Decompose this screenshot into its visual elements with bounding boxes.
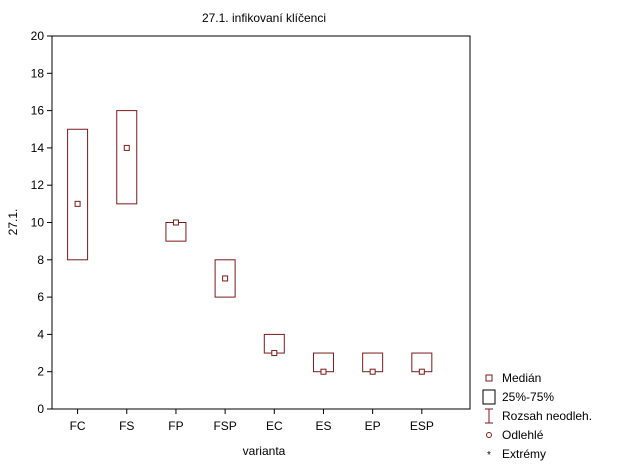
legend: Medián 25%-75% Rozsah neodleh. Odlehlé * Extr… <box>482 371 592 461</box>
legend-box-icon <box>482 389 496 405</box>
x-tick-label: FP <box>168 419 183 433</box>
legend-outlier-icon <box>486 432 492 438</box>
chart-title: 27.1. infikovaní klíčenci <box>202 11 326 25</box>
y-tick-label: 20 <box>31 29 45 43</box>
median-marker-FS <box>123 144 130 151</box>
x-tick-label: FSP <box>213 419 236 433</box>
y-tick-label: 0 <box>37 402 44 416</box>
y-tick-label: 4 <box>37 327 44 341</box>
y-tick-label: 18 <box>31 66 45 80</box>
legend-label: Extrémy <box>502 447 546 461</box>
legend-label: Rozsah neodleh. <box>502 409 592 423</box>
y-axis-label: 27.1. <box>6 209 20 236</box>
y-tick-label: 8 <box>37 253 44 267</box>
legend-label: Odlehlé <box>502 428 544 442</box>
median-marker-FP <box>172 219 179 226</box>
legend-label: Medián <box>502 371 541 385</box>
median-marker-EC <box>271 350 278 357</box>
x-tick-label: EP <box>365 419 381 433</box>
legend-extreme-icon: * <box>487 450 491 461</box>
median-marker-FC <box>74 200 81 207</box>
box-FC <box>67 128 89 261</box>
median-marker-FSP <box>222 275 229 282</box>
x-axis: FC FS FP FSP EC ES EP ESP <box>70 409 434 433</box>
y-tick-label: 2 <box>37 365 44 379</box>
x-tick-label: FC <box>70 419 86 433</box>
y-tick-label: 6 <box>37 290 44 304</box>
x-tick-label: ES <box>315 419 331 433</box>
y-axis: 0 2 4 6 8 10 12 14 16 18 20 <box>31 29 52 416</box>
legend-whisker-icon <box>485 408 493 424</box>
legend-label: 25%-75% <box>502 390 554 404</box>
legend-median-icon <box>485 374 493 382</box>
box-FSP <box>214 259 236 298</box>
x-tick-label: ESP <box>410 419 434 433</box>
x-tick-label: EC <box>266 419 283 433</box>
y-tick-label: 16 <box>31 104 45 118</box>
box-FS <box>116 110 138 205</box>
plot-frame <box>51 35 471 410</box>
median-marker-ES <box>320 368 327 375</box>
median-marker-ESP <box>418 368 425 375</box>
box-series <box>67 110 433 375</box>
y-tick-label: 10 <box>31 216 45 230</box>
y-tick-label: 12 <box>31 178 45 192</box>
median-marker-EP <box>369 368 376 375</box>
x-axis-label: varianta <box>243 444 286 458</box>
y-tick-label: 14 <box>31 141 45 155</box>
x-tick-label: FS <box>119 419 134 433</box>
